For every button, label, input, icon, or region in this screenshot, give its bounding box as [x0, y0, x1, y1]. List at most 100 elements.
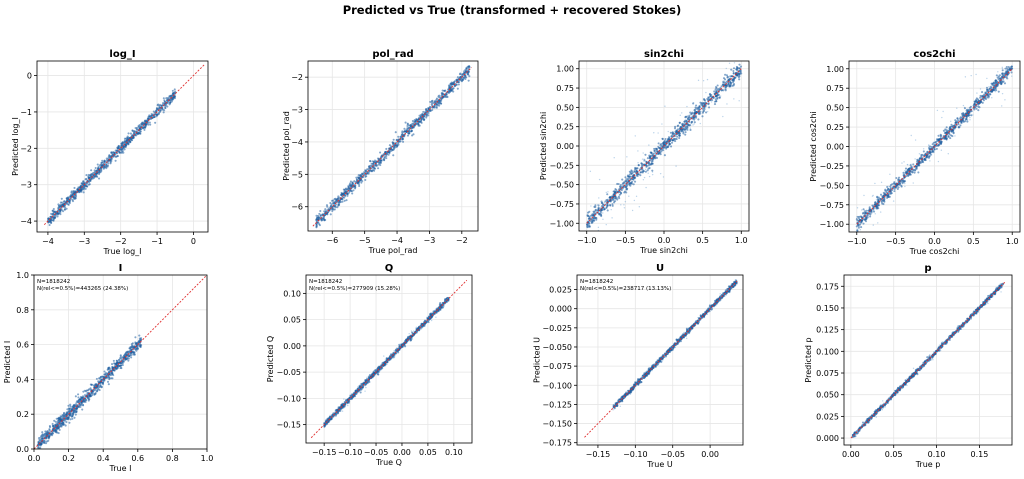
outlier-point	[662, 147, 665, 149]
outlier-point	[689, 117, 692, 119]
outlier-point	[134, 348, 137, 350]
data-point	[945, 126, 948, 129]
outlier-point	[937, 160, 940, 163]
outlier-point	[174, 93, 176, 96]
outlier-point	[139, 338, 141, 341]
data-point	[664, 144, 667, 147]
data-point	[136, 347, 140, 350]
data-point	[87, 180, 90, 183]
data-point	[53, 419, 56, 422]
data-point	[68, 421, 71, 424]
data-point	[611, 204, 614, 207]
data-point	[103, 159, 106, 162]
outlier-point	[44, 434, 46, 436]
data-point	[602, 206, 605, 209]
outlier-point	[57, 420, 60, 423]
data-point	[727, 81, 730, 84]
data-point	[693, 121, 696, 124]
data-point	[68, 202, 71, 205]
outlier-point	[990, 82, 992, 85]
data-point	[877, 207, 880, 210]
outlier-point	[603, 201, 606, 204]
data-point	[56, 212, 59, 215]
outlier-point	[98, 384, 101, 386]
data-point	[660, 150, 663, 153]
data-point	[929, 153, 932, 156]
data-point	[701, 115, 704, 118]
outlier-point	[738, 100, 740, 102]
data-point	[637, 164, 640, 167]
outlier-point	[79, 399, 81, 402]
data-point	[163, 100, 166, 103]
outlier-point	[93, 384, 95, 386]
outlier-point	[50, 429, 52, 431]
outlier-point	[624, 200, 627, 203]
data-point	[998, 74, 1001, 77]
data-point	[671, 133, 674, 136]
data-point	[89, 178, 92, 181]
data-point	[979, 94, 982, 97]
data-point	[695, 110, 698, 114]
outlier-point	[53, 426, 55, 428]
data-point	[966, 120, 969, 123]
data-point	[74, 413, 77, 416]
data-point	[626, 174, 629, 177]
data-point	[857, 215, 860, 218]
data-point	[137, 132, 140, 136]
data-point	[123, 142, 126, 145]
data-point	[114, 159, 117, 162]
data-point	[329, 213, 332, 216]
data-point	[52, 216, 55, 219]
panel-title: cos2chi	[913, 49, 955, 60]
y-tick-label: −6	[291, 203, 303, 212]
data-point	[51, 209, 54, 212]
data-point	[134, 342, 137, 345]
outlier-point	[65, 202, 67, 205]
data-point	[714, 94, 717, 97]
data-point	[95, 377, 98, 380]
data-point	[113, 362, 116, 365]
data-point	[157, 112, 160, 115]
data-point	[69, 414, 72, 417]
data-point	[657, 145, 660, 148]
outlier-point	[602, 205, 604, 207]
data-point	[425, 113, 428, 116]
data-point	[729, 83, 732, 86]
data-point	[164, 104, 167, 108]
outlier-point	[861, 209, 863, 211]
data-point	[425, 108, 428, 111]
y-tick-label: −1.00	[549, 219, 574, 228]
x-tick-label: −6	[326, 236, 338, 245]
x-axis-label: True cos2chi	[909, 247, 960, 256]
data-point	[82, 180, 85, 183]
data-point	[588, 217, 591, 220]
data-point	[69, 403, 72, 406]
data-point	[88, 398, 91, 401]
data-point	[686, 128, 689, 131]
data-point	[158, 104, 161, 108]
data-point	[70, 415, 73, 418]
data-point	[49, 426, 52, 429]
data-point	[1003, 74, 1006, 77]
outlier-point	[681, 112, 683, 114]
outlier-point	[991, 97, 993, 99]
outlier-point	[719, 95, 722, 97]
data-point	[85, 174, 88, 177]
data-point	[885, 189, 888, 192]
data-point	[922, 150, 925, 153]
outlier-point	[873, 209, 875, 211]
grid	[37, 61, 208, 232]
outlier-point	[997, 74, 999, 77]
data-point	[720, 89, 723, 92]
data-point	[697, 118, 700, 121]
data-point	[69, 407, 72, 410]
outlier-point	[632, 177, 635, 180]
outlier-point	[116, 366, 118, 369]
outlier-point	[425, 112, 428, 115]
data-point	[403, 127, 406, 130]
data-point	[666, 146, 669, 149]
data-point	[952, 132, 955, 135]
outlier-point	[934, 141, 936, 143]
data-point	[111, 365, 114, 368]
